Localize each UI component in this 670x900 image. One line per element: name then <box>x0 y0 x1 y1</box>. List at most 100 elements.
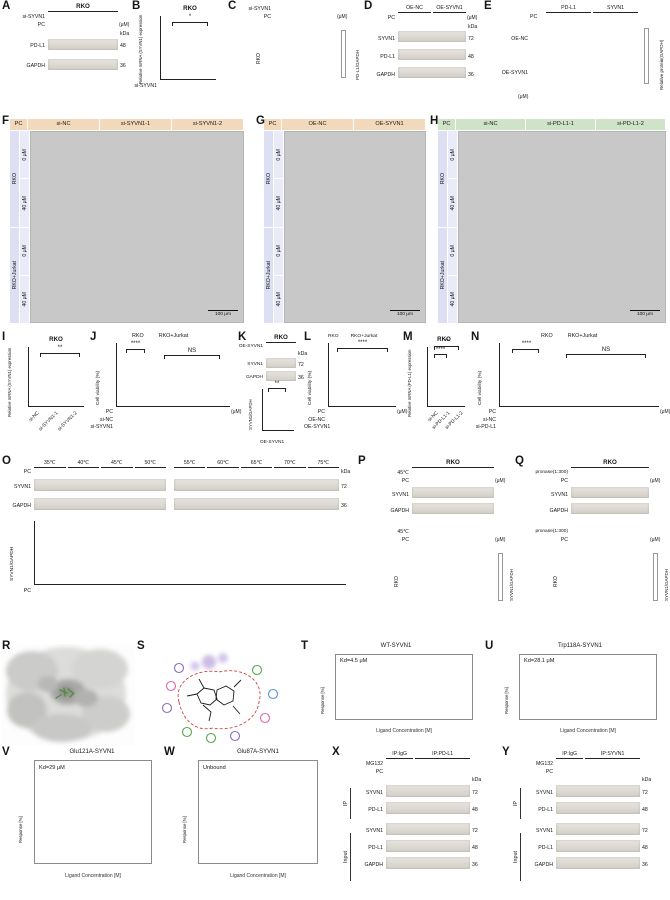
panel-label: D <box>364 0 373 12</box>
western-blot-pdl1 <box>398 49 466 60</box>
ligand-structure <box>186 678 242 722</box>
heatmap <box>274 28 336 80</box>
panel-label: P <box>358 455 366 467</box>
row-name: si-SYVN1 <box>22 14 46 20</box>
column-header-row: PC OE-NC OE-SYVN1 <box>264 119 426 130</box>
panel-B: B RKO Relative mRNA (SYVN1) expression *… <box>132 0 226 116</box>
legend: RKO RKO+Jurkat <box>124 333 188 339</box>
panel-label: V <box>2 746 10 758</box>
western-blot-gapdh <box>266 371 296 381</box>
western-blot-gapdh <box>571 503 649 514</box>
pc-label: PC <box>530 14 538 20</box>
panel-Q: Q RKO pronase(1:300) PC (μM) SYVN1 GAPDH … <box>515 455 669 641</box>
panel-S: S <box>137 640 299 746</box>
panel-label: L <box>304 331 312 343</box>
y-axis-label: SYVN1/GAPDH <box>248 399 253 430</box>
plot-title: WT-SYVN1 <box>380 643 412 649</box>
panel-label: X <box>332 746 340 758</box>
panel-F: F PC si-NC si-SYVN1-1 si-SYVN1-2 RKO RKO+Ju… <box>2 115 254 332</box>
panel-M: M RKO Relative mRNA (PD-L1) expression *… <box>403 331 465 431</box>
ligand-interaction-diagram <box>137 644 299 746</box>
group-header: OE-SYVN1 <box>433 5 466 13</box>
y-axis-label: Relative mRNA (SYVN1) expression <box>138 14 143 84</box>
dot-plot <box>160 16 216 80</box>
western-blot-gapdh-low-temp <box>34 497 166 510</box>
sig-bracket <box>268 388 286 392</box>
panel-label: G <box>256 115 265 127</box>
ip-blot-syvn1 <box>386 784 470 797</box>
sig-bracket <box>434 346 459 350</box>
group-header: OE-NC <box>398 5 431 13</box>
microscopy-grid <box>458 131 666 323</box>
dot-plot <box>427 347 465 407</box>
colorbar <box>644 28 649 84</box>
ip-bracket: IP <box>512 788 521 819</box>
panel-label: R <box>2 640 11 652</box>
bar-chart <box>116 343 230 407</box>
residue-circles <box>161 662 279 744</box>
plot-title: RKO <box>49 336 63 343</box>
panel-W: W Glu87A-SYVN1 Response [%] Unbound Liga… <box>164 746 330 898</box>
panel-O: O 35℃ 40℃ 45℃ 50℃ 55℃ 60℃ 65℃ 70℃ 75℃ PC kDa SY… <box>2 455 351 594</box>
sig-bracket <box>566 354 646 358</box>
western-blot-gapdh <box>398 67 466 78</box>
legend-chip-rko <box>124 333 130 339</box>
western-blot-gapdh <box>412 503 494 514</box>
binding-pocket-outline <box>177 670 261 730</box>
colorbar-label: SYVN1/GAPDH <box>664 568 669 601</box>
kda-label: kDa <box>120 31 130 37</box>
panel-Y: Y IP:IgG IP:SYVN1 MG132 PC kDa SYVN1 72 PD… <box>502 746 668 898</box>
panel-label: A <box>2 0 11 12</box>
ip-blot-pdl1 <box>386 801 470 814</box>
heatmap <box>546 24 638 91</box>
panel-label: W <box>164 746 175 758</box>
binding-curve-plot <box>519 654 657 720</box>
y-axis-label: Relative mRNA (SYVN1) expression <box>7 347 12 417</box>
panel-R: R <box>2 640 135 746</box>
ip-blot-syvn1 <box>556 784 640 797</box>
column-header-row: PC si-NC si-PD-L1-1 si-PD-L1-2 <box>438 119 666 130</box>
panel-label: O <box>2 455 11 467</box>
binding-status: Unbound <box>203 765 226 771</box>
panel-label: U <box>485 640 494 652</box>
panel-V: V Glu121A-SYVN1 Response [%] Kd=29 μM Li… <box>2 746 162 898</box>
ip-bracket: IP <box>342 788 351 819</box>
input-blot-syvn1 <box>386 822 470 835</box>
sig-label: * <box>188 14 192 20</box>
panel-label: B <box>132 0 141 12</box>
legend: RKO RKO+Jurkat <box>328 333 378 339</box>
western-blot-syvn1 <box>412 487 494 498</box>
kd-annotation: Kd=29 μM <box>39 765 65 771</box>
western-blot-syvn1 <box>266 358 296 368</box>
colorbar <box>341 30 346 78</box>
microscopy-grid <box>30 131 244 323</box>
scale-bar: 100 μm <box>630 310 660 317</box>
y-axis-label: SYVN1/GAPDH <box>10 546 15 581</box>
colorbar <box>653 553 658 601</box>
kd-annotation: Kd=4.5 μM <box>340 658 368 664</box>
panel-label: N <box>471 331 480 343</box>
western-blot-gapdh <box>48 58 118 70</box>
temperature-groups: 35℃ 40℃ 45℃ 50℃ <box>34 460 166 468</box>
input-bracket: Input <box>512 833 521 881</box>
western-blot-syvn1-low-temp <box>34 478 166 491</box>
panel-U: U Trp118A-SYVN1 Response [%] Kd=28.1 μM … <box>485 640 668 746</box>
panel-label: S <box>137 640 145 652</box>
panel-label: Y <box>502 746 510 758</box>
scale-bar: 100 μm <box>390 310 420 317</box>
ip-group-header: IP:SYVN1 <box>585 751 640 759</box>
binding-curve-plot <box>335 654 473 720</box>
panel-label: T <box>301 640 309 652</box>
y-axis-label: Cell viability (%) <box>96 370 101 405</box>
sig-bracket <box>126 349 145 353</box>
panel-label: K <box>238 331 247 343</box>
protein-surface-render <box>2 644 135 746</box>
bar-chart <box>499 343 659 407</box>
microscopy-grid <box>284 131 426 323</box>
panel-L: L RKO RKO+Jurkat Cell viability (%) ****… <box>304 331 408 430</box>
scale-bar: 100 μm <box>208 310 238 317</box>
panel-label: I <box>2 331 6 343</box>
sig-bracket <box>172 22 208 26</box>
cetsa-bar-chart <box>34 521 346 585</box>
